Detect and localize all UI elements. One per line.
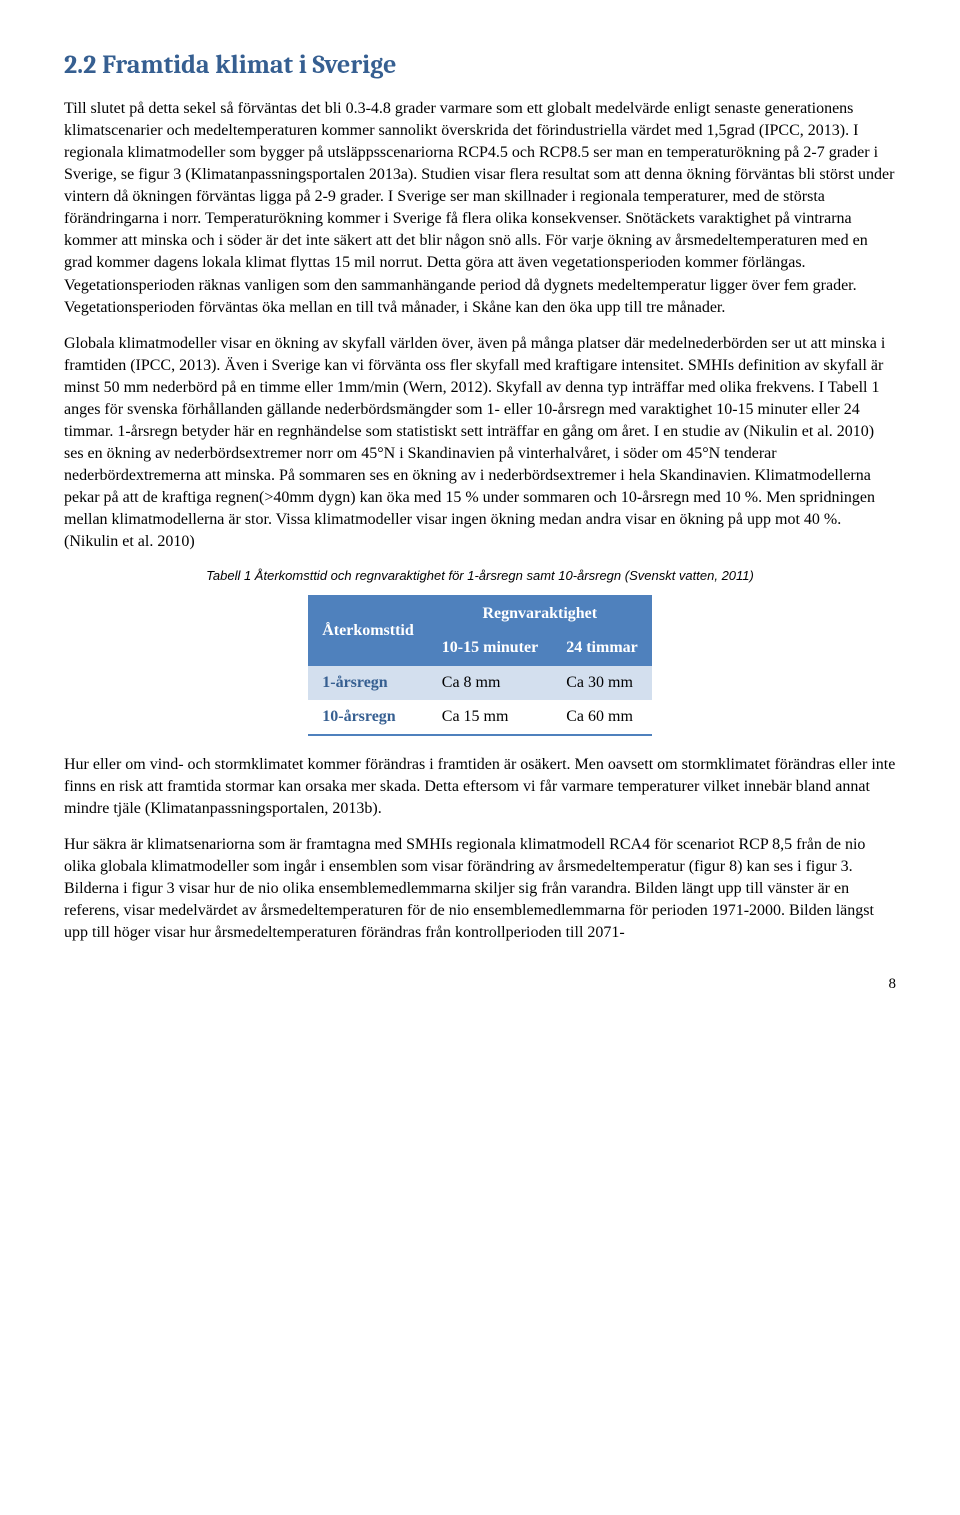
table-row-label: 1-årsregn [308,666,428,700]
table-span-header: Regnvaraktighet [428,596,652,631]
table-cell: Ca 30 mm [552,666,652,700]
table-column-header: 10-15 minuter [428,631,552,665]
body-paragraph: Hur eller om vind- och stormklimatet kom… [64,754,896,820]
table-caption: Tabell 1 Återkomsttid och regnvaraktighe… [64,567,896,585]
table-cell: Ca 15 mm [428,700,552,735]
table-row: 10-årsregn Ca 15 mm Ca 60 mm [308,700,652,735]
table-cell: Ca 8 mm [428,666,552,700]
return-period-table: Återkomsttid Regnvaraktighet 10-15 minut… [308,595,652,735]
table-corner-header: Återkomsttid [308,596,428,665]
table-row-label: 10-årsregn [308,700,428,735]
body-paragraph: Till slutet på detta sekel så förväntas … [64,98,896,319]
page-number: 8 [64,974,896,995]
table-column-header: 24 timmar [552,631,652,665]
body-paragraph: Globala klimatmodeller visar en ökning a… [64,333,896,554]
table-row: 1-årsregn Ca 8 mm Ca 30 mm [308,666,652,700]
body-paragraph: Hur säkra är klimatsenariorna som är fra… [64,834,896,944]
section-heading: 2.2 Framtida klimat i Sverige [64,48,896,84]
table-cell: Ca 60 mm [552,700,652,735]
